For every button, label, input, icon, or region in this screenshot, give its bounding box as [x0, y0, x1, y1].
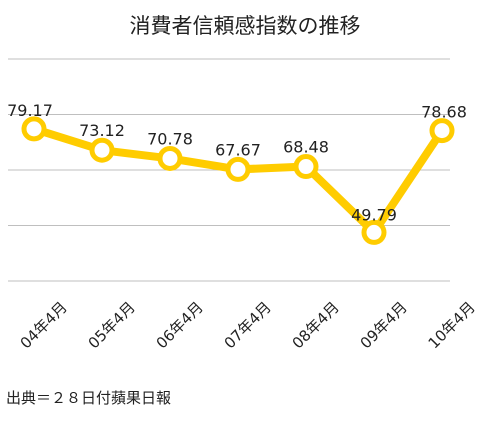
series-layer	[21, 116, 455, 245]
x-tick-label: 07年4月	[221, 298, 275, 352]
source-note: 出典＝２８日付蘋果日報	[6, 389, 172, 407]
data-point-marker	[225, 156, 251, 182]
data-labels: 79.17 73.12 70.78 67.67 68.48 49.79 78.68	[7, 101, 467, 225]
x-axis-tick-labels: 04年4月 05年4月 06年4月 07年4月 08年4月 09年4月 10年4月	[17, 298, 479, 352]
data-label: 79.17	[7, 101, 53, 120]
data-point-marker	[361, 219, 387, 245]
data-point-marker	[21, 116, 47, 142]
data-label: 73.12	[79, 121, 125, 140]
data-label: 78.68	[421, 103, 467, 122]
data-point-marker	[157, 145, 183, 171]
x-tick-label: 08年4月	[289, 298, 343, 352]
data-label: 49.79	[351, 205, 397, 224]
x-tick-label: 06年4月	[153, 298, 207, 352]
x-tick-label: 04年4月	[17, 298, 71, 352]
data-label: 67.67	[215, 140, 261, 159]
x-tick-label: 09年4月	[357, 298, 411, 352]
x-tick-label: 05年4月	[85, 298, 139, 352]
data-point-marker	[293, 154, 319, 180]
chart-title: 消費者信頼感指数の推移	[130, 14, 361, 38]
data-point-marker	[89, 137, 115, 163]
data-label: 70.78	[147, 129, 193, 148]
data-label: 68.48	[283, 138, 329, 157]
x-tick-label: 10年4月	[425, 298, 479, 352]
data-point-marker	[429, 118, 455, 144]
